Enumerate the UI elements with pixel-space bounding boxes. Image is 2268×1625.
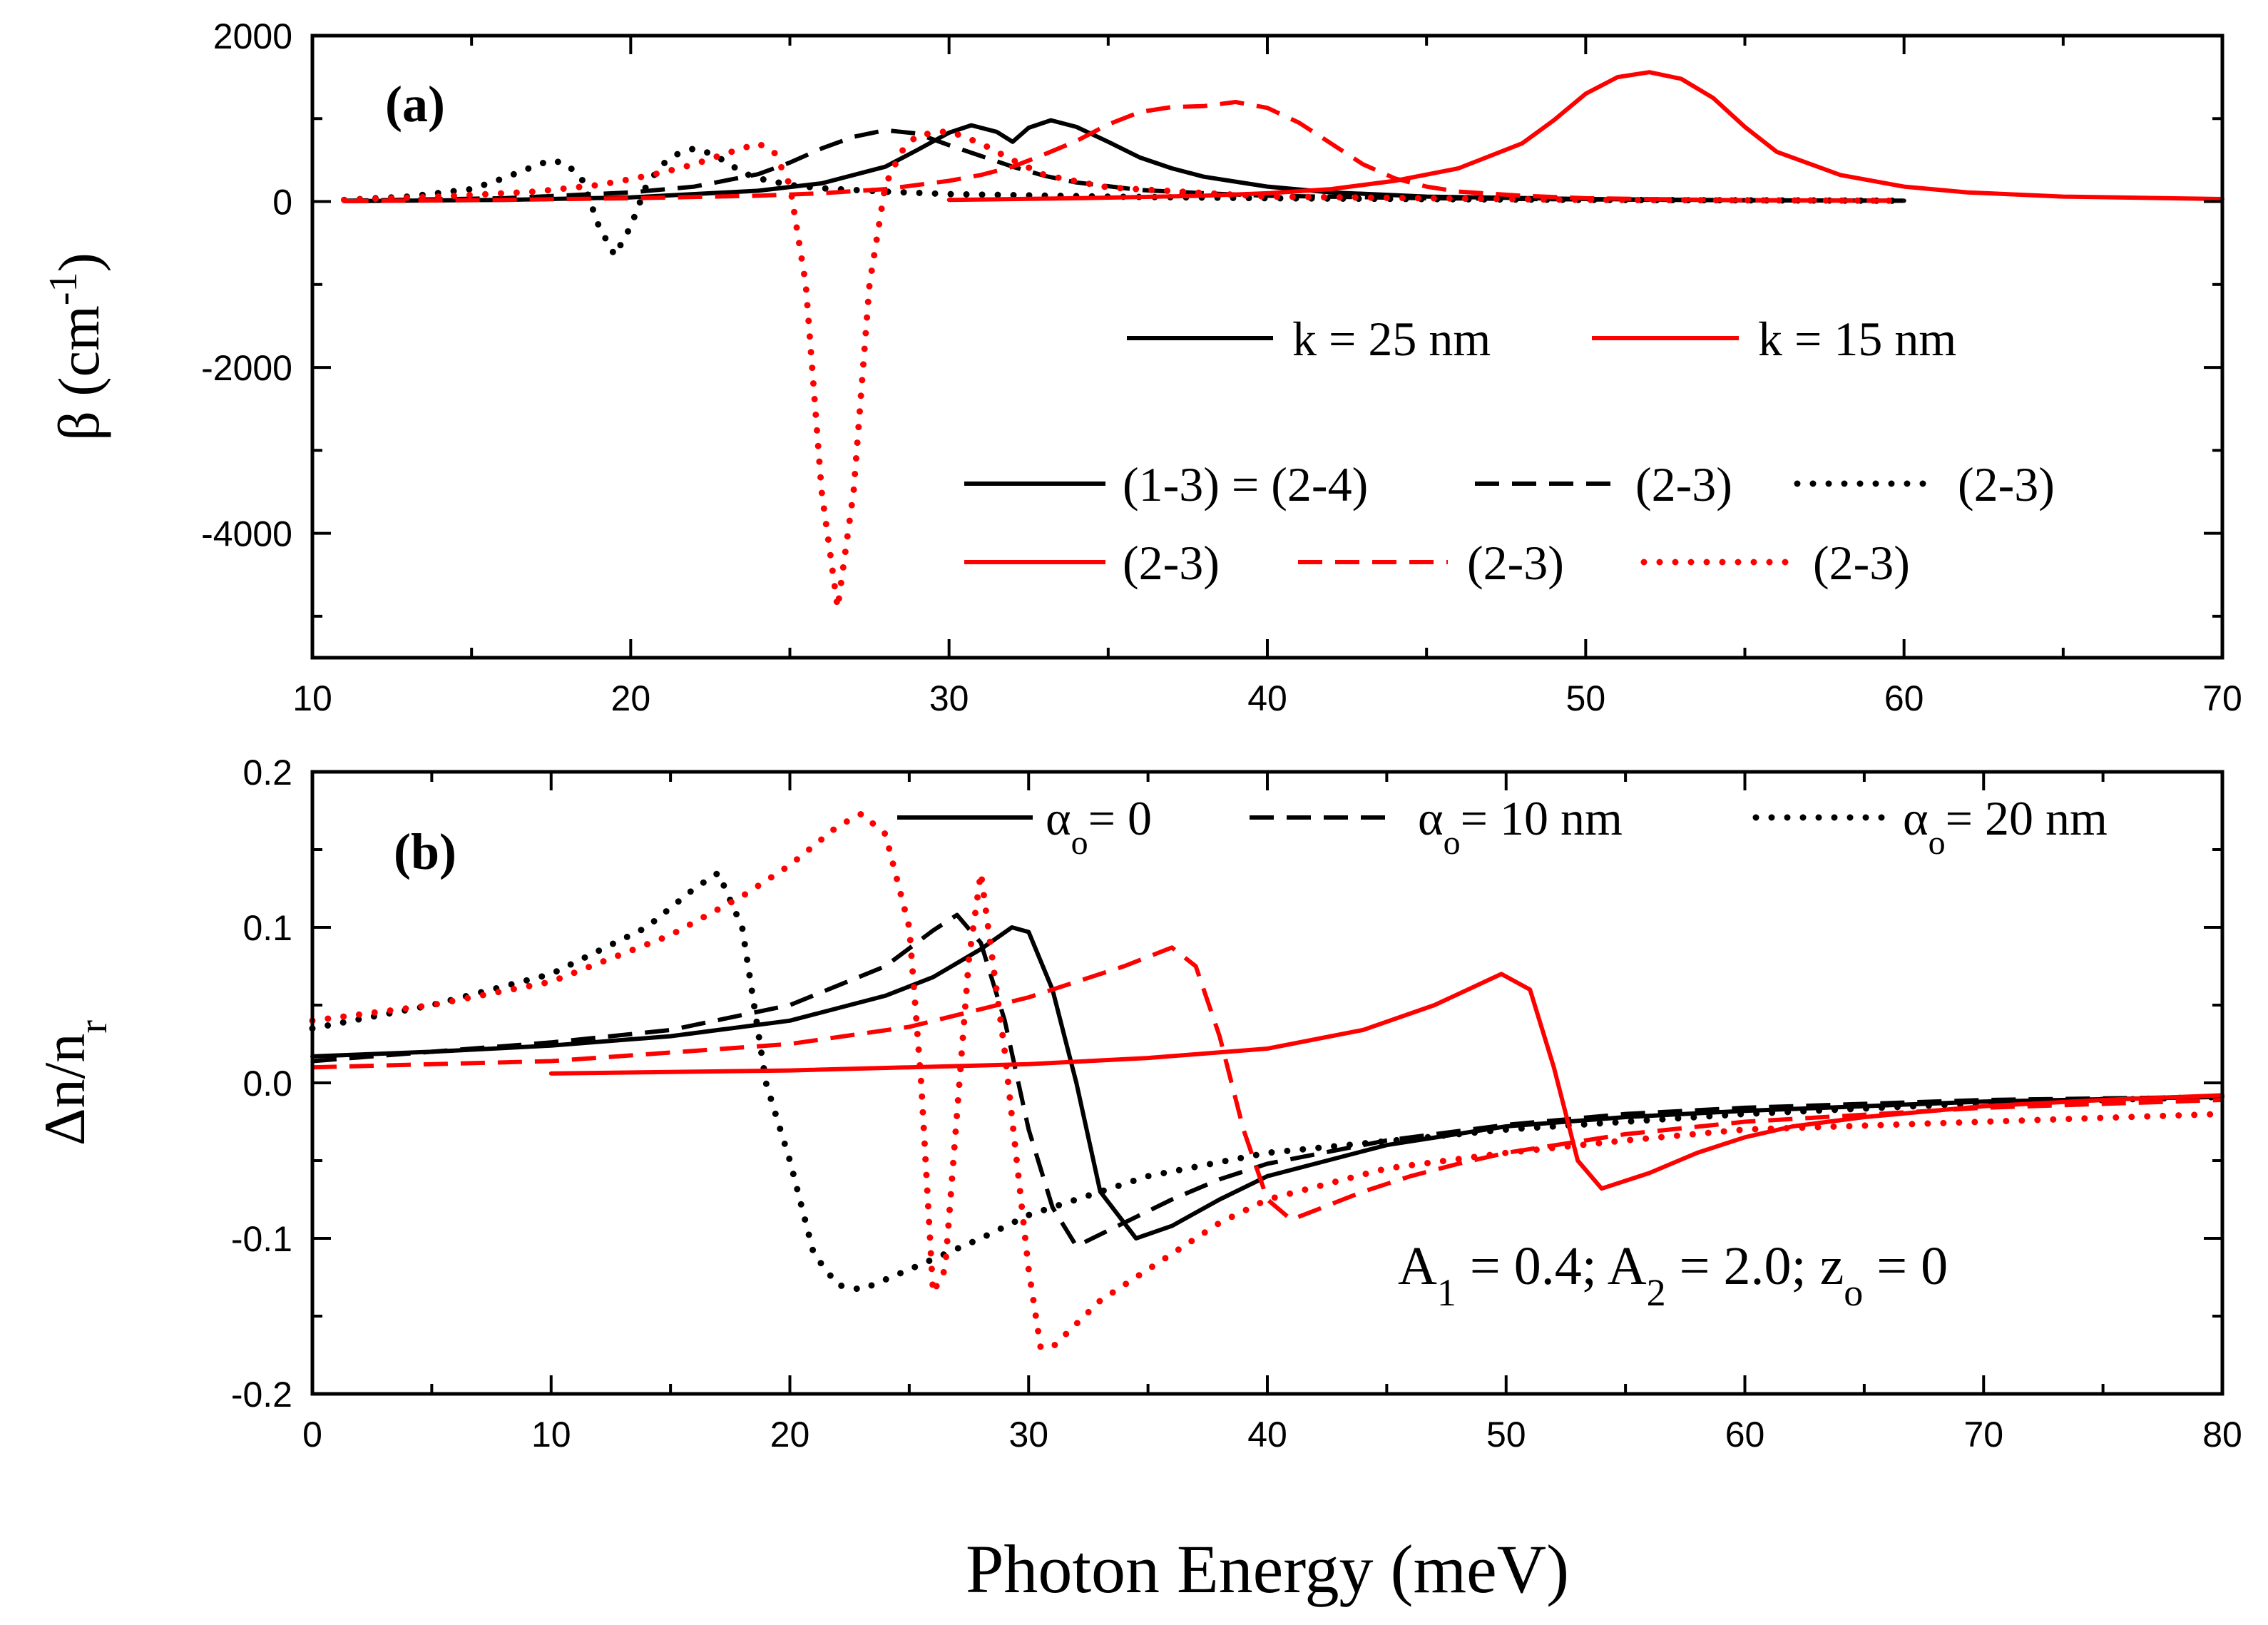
legend-row1-label-2: (2-3) xyxy=(1635,457,1732,511)
panel-a-series-2-dotted-line xyxy=(341,145,1908,259)
panel-a-x-tick-label: 70 xyxy=(2202,678,2242,718)
panel-b-y-tick-label: -0.2 xyxy=(231,1375,292,1415)
legend-alpha0-label: αo= 0 xyxy=(1046,791,1152,862)
panel-b-ticks xyxy=(311,770,2224,1395)
panel-b-x-tick-label: 40 xyxy=(1247,1415,1287,1455)
panel-a-y-axis-label: β (cm-1) xyxy=(41,253,111,441)
panel-a-x-tick-label: 40 xyxy=(1247,678,1287,718)
panel-b: 0 10 20 30 40 50 60 70 80 0.20.10.0-0.1-0.2 (b) … xyxy=(32,753,2242,1455)
panel-a-x-tick-label: 20 xyxy=(611,678,651,718)
panel-b-x-tick-label: 0 xyxy=(302,1415,322,1455)
panel-a: 10 20 30 40 50 60 70 2000 0 -2000 -4000 (a) β (cm… xyxy=(41,16,2242,718)
panel-b-series-4-dashed-line xyxy=(312,945,2223,1222)
panel-a-y-tick-label: 2000 xyxy=(213,16,292,56)
panel-b-y-tick-label: 0.0 xyxy=(242,1064,292,1104)
panel-b-x-tick-label: 50 xyxy=(1486,1415,1526,1455)
panel-a-x-tick-labels: 10 20 30 40 50 60 70 xyxy=(292,678,2242,718)
panel-b-x-tick-label: 60 xyxy=(1725,1415,1765,1455)
panel-b-y-axis-label: Δn/nr xyxy=(32,1020,116,1146)
panel-a-label: (a) xyxy=(385,76,445,133)
panel-b-x-tick-label: 30 xyxy=(1008,1415,1048,1455)
panel-a-x-tick-label: 50 xyxy=(1566,678,1606,718)
legend-row2-label-1: (2-3) xyxy=(1123,536,1220,590)
panel-a-y-tick-label: -2000 xyxy=(201,348,292,388)
legend-row2-label-3: (2-3) xyxy=(1813,536,1910,590)
panel-b-x-tick-label: 10 xyxy=(531,1415,571,1455)
panel-a-series-1-dashed-line xyxy=(344,128,1904,203)
panel-a-series xyxy=(341,70,2224,611)
panel-a-y-tick-labels: 2000 0 -2000 -4000 xyxy=(201,16,292,554)
panel-a-x-tick-label: 10 xyxy=(292,678,332,718)
panel-a-series-3-solid-line xyxy=(946,70,2224,203)
x-axis-label: Photon Energy (meV) xyxy=(966,1531,1569,1607)
panel-b-series xyxy=(309,810,2226,1351)
panel-b-y-tick-label: 0.2 xyxy=(242,753,292,793)
panel-b-label: (b) xyxy=(394,823,456,880)
panel-b-y-tick-label: -0.1 xyxy=(231,1219,292,1259)
legend-alpha10-label: αo= 10 nm xyxy=(1418,791,1623,862)
panel-b-x-tick-label: 70 xyxy=(1963,1415,2003,1455)
panel-b-annotation: A1 = 0.4; A2 = 2.0; zo = 0 xyxy=(1398,1236,1948,1314)
panel-b-x-tick-label: 20 xyxy=(770,1415,810,1455)
panel-a-series-5-dotted-line xyxy=(341,128,1908,611)
legend-k15-label: k = 15 nm xyxy=(1758,312,1956,366)
legend-alpha20-label: αo= 20 nm xyxy=(1903,791,2108,862)
panel-a-y-tick-label: 0 xyxy=(272,183,292,223)
legend-row2-label-2: (2-3) xyxy=(1467,536,1564,590)
panel-a-y-tick-label: -4000 xyxy=(201,514,292,554)
panel-a-x-tick-label: 60 xyxy=(1884,678,1924,718)
panel-a-series-4-dashed-line xyxy=(344,100,1904,203)
panel-b-x-tick-labels: 0 10 20 30 40 50 60 70 80 xyxy=(302,1415,2242,1455)
panel-b-series-3-solid-line xyxy=(548,972,2224,1191)
legend-k25-label: k = 25 nm xyxy=(1292,312,1491,366)
panel-b-x-tick-label: 80 xyxy=(2202,1415,2242,1455)
panel-a-legend: k = 25 nm k = 15 nm (1-3) = (2-4) (2-3) … xyxy=(964,312,2055,590)
panel-b-series-1-dashed-line xyxy=(312,912,2223,1248)
panel-b-y-tick-labels: 0.2 0.1 0.0 -0.1 -0.2 xyxy=(231,753,292,1415)
panel-b-series-5-dotted-line xyxy=(309,810,2226,1351)
legend-row1-label-3: (2-3) xyxy=(1958,457,2055,511)
panel-b-series-0-solid-line xyxy=(310,925,2224,1241)
legend-row1-label-1: (1-3) = (2-4) xyxy=(1123,457,1368,511)
panel-b-legend: αo= 0 αo= 10 nm αo= 20 nm xyxy=(897,791,2108,862)
panel-a-ticks xyxy=(311,34,2224,658)
panel-a-x-tick-label: 30 xyxy=(929,678,969,718)
panel-b-y-tick-label: 0.1 xyxy=(242,908,292,948)
